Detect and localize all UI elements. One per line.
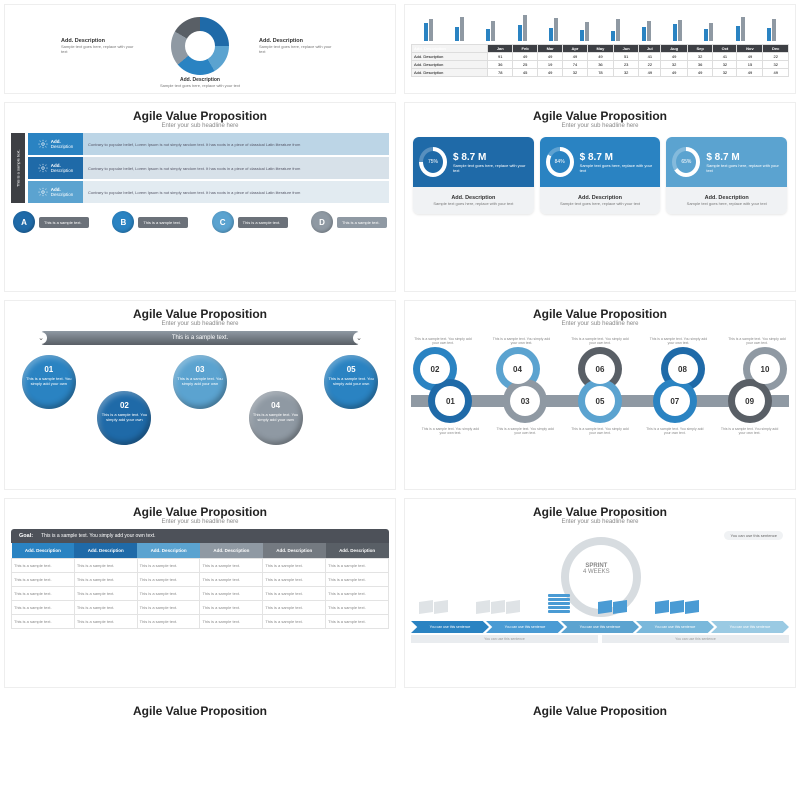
ring-node: 05 [578, 379, 622, 423]
side-label: This is a sample text. [11, 133, 25, 203]
slide-rows-pills: Agile Value Proposition Enter your sub h… [4, 102, 396, 292]
pill-item: BThis is a sample text. [112, 211, 188, 233]
slide-timeline-rings: Agile Value Proposition Enter your sub h… [404, 300, 796, 490]
progress-ring [419, 147, 447, 177]
ring-node: 07 [653, 379, 697, 423]
slide-bar-table: Add. DescriptionJanFebMarAprMayJunJulAug… [404, 4, 796, 94]
bar-group [549, 18, 558, 41]
bubble-node: 05This is a sample text. You simply add … [324, 355, 378, 409]
slide-goal-table: Agile Value Proposition Enter your sub h… [4, 498, 396, 688]
bar-group [642, 21, 651, 41]
goal-table: Add. DescriptionAdd. DescriptionAdd. Des… [11, 543, 389, 629]
footer-title-left: Agile Value Proposition [4, 696, 396, 726]
donut-chart [171, 17, 229, 75]
chevron-down-icon: ⌄ [353, 332, 365, 344]
bar-group [704, 23, 713, 41]
pill-item: CThis is a sample text. [212, 211, 288, 233]
table-row: This is a sample text.This is a sample t… [12, 601, 389, 615]
bar-group [486, 21, 495, 41]
slide-sprint: Agile Value Proposition Enter your sub h… [404, 498, 796, 688]
slide-kpi-cards: Agile Value Proposition Enter your sub h… [404, 102, 796, 292]
tag: You can use this sentence [724, 531, 783, 540]
bubble-node: 04This is a sample text. You simply add … [249, 391, 303, 445]
ring-node: 01 [428, 379, 472, 423]
header-bar: ⌄ This is a sample text. ⌄ [41, 331, 359, 345]
list-item: Add.DescriptionContrary to popular belie… [28, 181, 389, 203]
kpi-card: $ 8.7 MSample text goes here, replace wi… [413, 137, 534, 214]
bar-group [673, 20, 682, 41]
kpi-card: $ 8.7 MSample text goes here, replace wi… [540, 137, 661, 214]
table-row: Add. Description914949494951414932414922 [412, 53, 789, 61]
slide-org-bubbles: Agile Value Proposition Enter your sub h… [4, 300, 396, 490]
chevron-step: You can use this sentence [636, 621, 714, 633]
footer-title-right: Agile Value Proposition [404, 696, 796, 726]
ring-node: 09 [728, 379, 772, 423]
kpi-card: $ 8.7 MSample text goes here, replace wi… [666, 137, 787, 214]
pill-item: DThis is a sample text. [311, 211, 387, 233]
bar-group [455, 17, 464, 41]
bar-group [736, 17, 745, 41]
table-row: Add. Description362519743623223236321532 [412, 61, 789, 69]
goal-bar: Goal:This is a sample text. You simply a… [11, 529, 389, 543]
bar-group [767, 19, 776, 41]
bar-group [580, 22, 589, 41]
table-row: Add. Description784549327832494949324949 [412, 69, 789, 77]
bar-chart [411, 11, 789, 41]
chevron-step: You can use this sentence [486, 621, 564, 633]
table-row: This is a sample text.This is a sample t… [12, 587, 389, 601]
table-row: This is a sample text.This is a sample t… [12, 573, 389, 587]
slide-donut: Add. Description Sample text goes here, … [4, 4, 396, 94]
chevron-step: You can use this sentence [561, 621, 639, 633]
bubble-node: 01This is a sample text. You simply add … [22, 355, 76, 409]
bar-group [424, 19, 433, 41]
bar-group [518, 15, 527, 41]
table-row: This is a sample text.This is a sample t… [12, 559, 389, 573]
chevron-step: You can use this sentence [411, 621, 489, 633]
gear-icon [38, 139, 48, 149]
chevron-step: You can use this sentence [711, 621, 789, 633]
progress-ring [672, 147, 700, 177]
table-row: This is a sample text.This is a sample t… [12, 615, 389, 629]
list-item: Add.DescriptionContrary to popular belie… [28, 133, 389, 155]
process-boxes [419, 594, 699, 613]
gear-icon [38, 187, 48, 197]
bubble-node: 03This is a sample text. You simply add … [173, 355, 227, 409]
ring-node: 03 [503, 379, 547, 423]
bar-group [611, 19, 620, 41]
chevron-down-icon: ⌄ [35, 332, 47, 344]
pill-item: AThis is a sample text. [13, 211, 89, 233]
bubble-node: 02This is a sample text. You simply add … [97, 391, 151, 445]
data-table: Add. DescriptionJanFebMarAprMayJunJulAug… [411, 44, 789, 77]
progress-ring [546, 147, 574, 177]
gear-icon [38, 163, 48, 173]
list-item: Add.DescriptionContrary to popular belie… [28, 157, 389, 179]
